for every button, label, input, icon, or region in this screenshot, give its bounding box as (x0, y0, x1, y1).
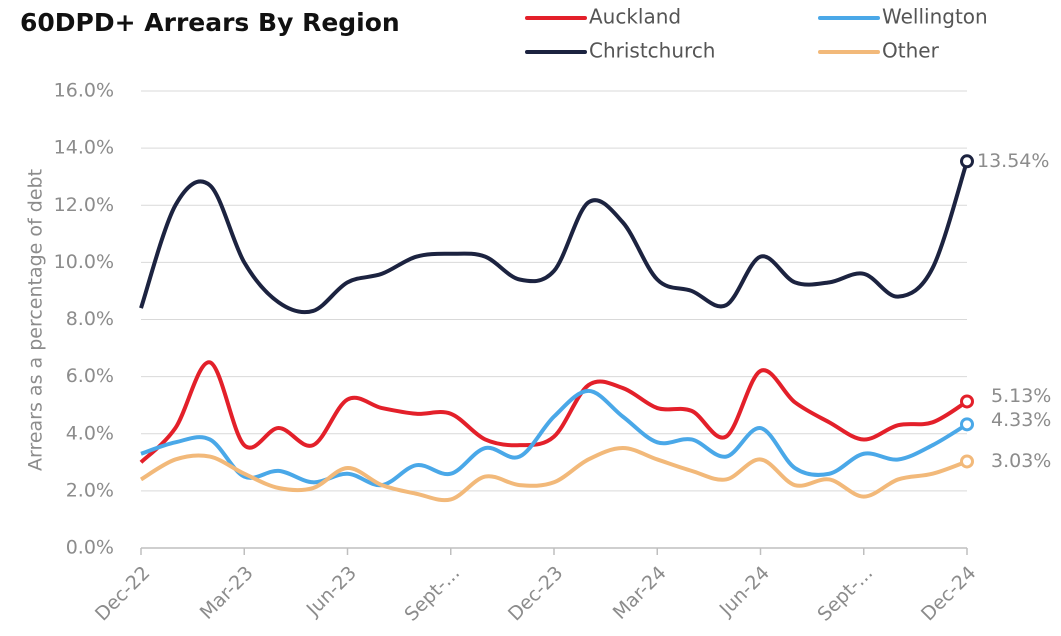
y-tick-label: 4.0% (66, 422, 114, 444)
x-tick-label: Jun-23 (302, 562, 361, 621)
series-line (139, 446, 968, 503)
data-label: 13.54% (977, 150, 1049, 172)
end-marker (960, 394, 974, 409)
x-tick-label: Sept-... (813, 562, 877, 626)
legend-label: Wellington (882, 5, 988, 29)
data-label: 5.13% (991, 385, 1051, 407)
x-tick-label: Dec-22 (91, 562, 155, 626)
data-label: 3.03% (991, 450, 1051, 472)
x-tick-label: Mar-24 (609, 562, 671, 624)
y-tick-label: 8.0% (66, 308, 114, 330)
x-tick-label: Mar-23 (196, 562, 258, 624)
y-tick-label: 2.0% (66, 479, 114, 501)
x-tick-label: Jun-24 (715, 562, 774, 621)
chart-title: 60DPD+ Arrears By Region (20, 8, 400, 37)
series-line (139, 160, 969, 315)
y-tick-label: 14.0% (54, 137, 114, 159)
x-tick-label: Dec-23 (504, 562, 568, 626)
legend-label: Other (882, 39, 940, 63)
end-marker (960, 454, 974, 469)
series-line (139, 360, 969, 464)
series-line (140, 388, 969, 488)
y-tick-label: 16.0% (54, 80, 114, 102)
y-tick-label: 0.0% (66, 537, 114, 559)
x-tick-label: Dec-24 (917, 562, 981, 626)
y-axis-label: Arrears as a percentage of debt (25, 169, 47, 471)
x-tick-label: Sept-... (400, 562, 464, 626)
legend-label: Auckland (589, 5, 681, 29)
y-tick-label: 12.0% (54, 194, 114, 216)
data-label: 4.33% (991, 409, 1051, 431)
legend-label: Christchurch (589, 39, 715, 63)
y-tick-label: 10.0% (54, 251, 114, 273)
end-marker (960, 417, 974, 432)
y-tick-label: 6.0% (66, 365, 114, 387)
end-marker (960, 154, 974, 169)
